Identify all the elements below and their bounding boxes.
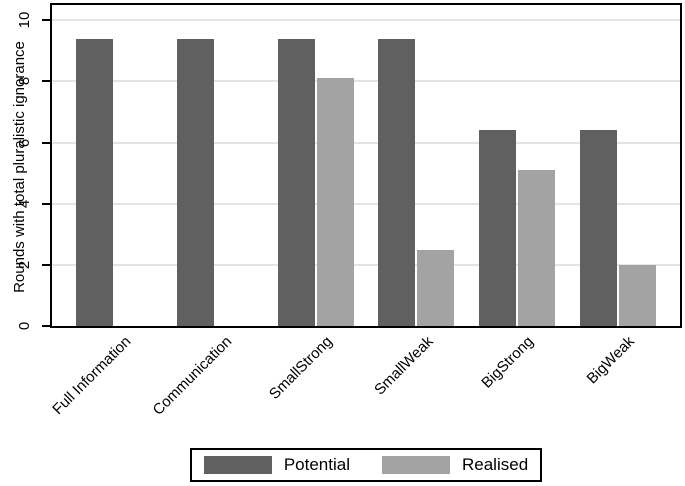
legend-item-potential: Potential (203, 455, 350, 475)
bar-realised-bigweak (619, 264, 656, 326)
y-tick-label-6: 6 (16, 138, 33, 147)
y-tick-label-0: 0 (16, 321, 33, 331)
gridline-y10 (52, 19, 680, 22)
y-tick-label-2: 2 (16, 260, 33, 270)
legend-swatch-realised (382, 456, 450, 474)
bar-potential-bigstrong (479, 130, 517, 326)
y-tick-mark-8 (42, 80, 50, 83)
legend-swatch-potential (203, 456, 272, 474)
bar-realised-smallweak (417, 249, 455, 326)
x-tick-label-full-information: Full Information (48, 333, 135, 419)
y-tick-mark-2 (42, 263, 50, 266)
plot-inner (52, 5, 680, 326)
y-tick-mark-4 (42, 202, 50, 205)
gridline-y6 (52, 141, 680, 144)
bar-potential-bigweak (580, 130, 617, 326)
gridline-y2 (52, 263, 680, 266)
legend: Potential Realised (190, 448, 542, 482)
x-tick-label-smallstrong: SmallStrong (265, 333, 336, 403)
x-tick-label-bigstrong: BigStrong (478, 333, 538, 392)
x-tick-label-smallweak: SmallWeak (370, 333, 437, 399)
gridline-y4 (52, 202, 680, 205)
legend-label-realised: Realised (462, 455, 529, 474)
y-tick-mark-6 (42, 141, 50, 144)
bar-potential-full-information (76, 38, 113, 326)
legend-label-potential: Potential (283, 455, 350, 474)
bar-realised-smallstrong (316, 78, 354, 326)
bar-potential-smallstrong (277, 38, 315, 326)
gridline-y8 (52, 80, 680, 83)
bar-realised-bigstrong (518, 170, 556, 326)
x-tick-label-communication: Communication (149, 333, 235, 419)
bar-potential-communication (176, 38, 214, 326)
y-tick-mark-10 (42, 19, 50, 22)
plot-area (50, 3, 682, 328)
y-tick-label-4: 4 (16, 199, 33, 208)
y-axis-title: Rounds with total pluralistic ignorance (11, 41, 28, 293)
bar-potential-smallweak (378, 38, 416, 326)
y-tick-label-10: 10 (16, 11, 33, 29)
y-tick-mark-0 (42, 325, 50, 327)
y-tick-label-8: 8 (16, 77, 33, 86)
x-tick-label-bigweak: BigWeak (583, 333, 639, 388)
legend-item-realised: Realised (382, 455, 528, 475)
